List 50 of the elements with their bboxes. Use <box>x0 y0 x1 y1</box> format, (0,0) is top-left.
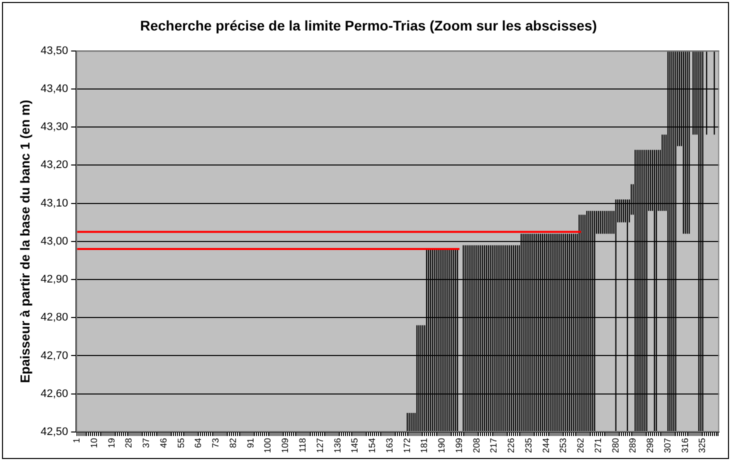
x-tick-label: 55 <box>176 438 186 448</box>
y-tick-label: 43,50 <box>40 44 68 57</box>
x-tick-label: 1 <box>72 438 82 443</box>
x-tick-label: 118 <box>298 438 308 452</box>
x-tick-label: 145 <box>350 438 360 454</box>
x-tick-label: 217 <box>488 438 499 454</box>
y-tick-label: 43,40 <box>40 82 68 95</box>
y-tick-label: 43,30 <box>40 121 68 134</box>
x-tick-label: 28 <box>124 438 134 448</box>
x-tick-label: 127 <box>314 438 325 454</box>
x-tick-label: 280 <box>610 438 620 454</box>
y-tick-label: 43,10 <box>40 197 68 210</box>
y-tick-label: 43,20 <box>40 159 68 172</box>
x-tick-label: 226 <box>506 438 516 454</box>
x-tick-label: 154 <box>367 438 378 454</box>
x-tick-label: 190 <box>436 438 447 454</box>
x-tick-label: 181 <box>419 438 430 454</box>
x-tick-label: 244 <box>540 438 551 454</box>
x-tick-label: 109 <box>280 438 290 454</box>
y-axis-title: Epaisseur à partir de la base du banc 1 (en m) <box>17 100 32 383</box>
y-tick-label: 42,90 <box>40 274 68 286</box>
x-tick-label: 163 <box>384 438 394 454</box>
y-tick-label: 42,80 <box>40 312 68 324</box>
x-tick-label: 64 <box>193 438 204 448</box>
x-tick-label: 235 <box>523 438 534 454</box>
x-tick-label: 37 <box>141 438 152 448</box>
y-tick-label: 43,00 <box>40 235 68 248</box>
y-tick-label: 42,50 <box>40 426 68 438</box>
x-tick-label: 208 <box>471 438 482 454</box>
x-tick-label: 289 <box>628 438 638 454</box>
x-tick-label: 46 <box>158 438 168 448</box>
x-tick-label: 316 <box>680 438 690 454</box>
x-tick-label: 325 <box>697 438 708 454</box>
x-tick-label: 199 <box>454 438 464 454</box>
x-tick-label: 91 <box>245 438 256 448</box>
x-tick-label: 136 <box>332 438 342 454</box>
x-tick-label: 100 <box>262 438 273 454</box>
x-tick-label: 253 <box>558 438 568 454</box>
y-tick-label: 42,70 <box>40 350 68 362</box>
x-tick-label: 73 <box>210 438 221 448</box>
chart-title: Recherche précise de la limite Permo-Trias (Zoom sur les abscisses) <box>140 17 597 34</box>
x-tick-label: 10 <box>88 438 99 448</box>
x-tick-label: 262 <box>576 438 586 454</box>
x-tick-label: 172 <box>402 438 412 454</box>
x-tick-label: 271 <box>592 438 603 454</box>
x-tick-label: 307 <box>662 438 672 454</box>
x-tick-label: 82 <box>228 438 238 448</box>
y-tick-label: 42,60 <box>40 388 68 400</box>
x-tick-label: 298 <box>645 438 656 454</box>
x-tick-label: 19 <box>106 438 116 448</box>
